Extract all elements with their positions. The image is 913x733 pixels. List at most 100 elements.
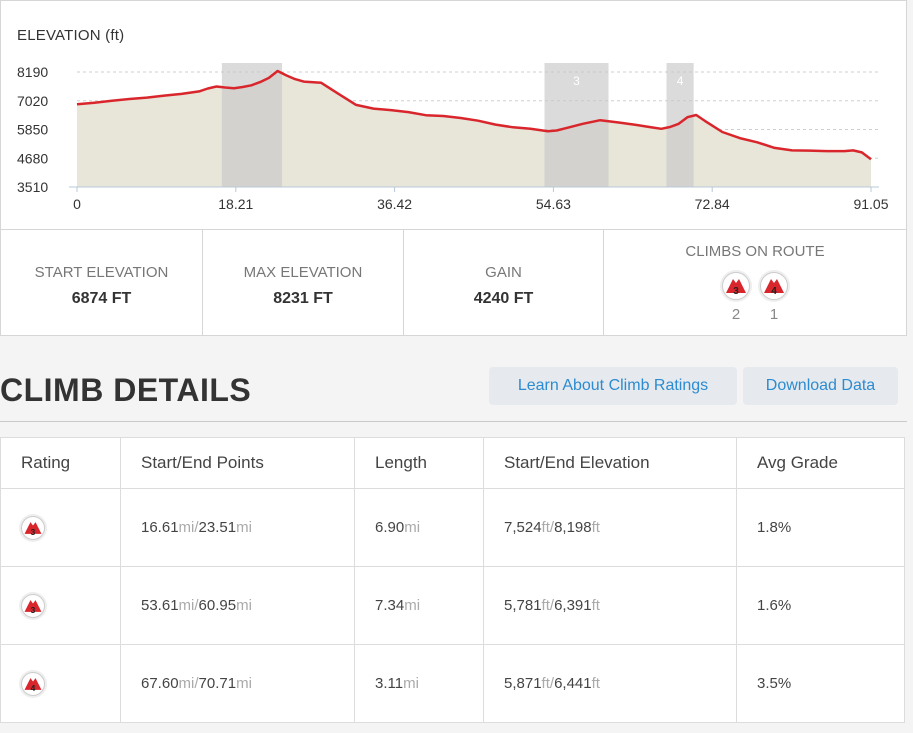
max-elevation-stat: MAX ELEVATION 8231 FT (203, 230, 404, 335)
end-point-unit: mi (236, 675, 252, 692)
mountain-icon: 3 (22, 517, 44, 538)
header-rating: Rating (0, 437, 121, 489)
climb-category-4[interactable]: 4 1 (760, 272, 788, 323)
start-elevation-unit: ft (541, 675, 550, 692)
length-unit: mi (403, 675, 419, 692)
climb-rating-icon: 3 (21, 593, 45, 618)
end-elevation: 6,441 (554, 675, 592, 692)
header-start-end-points: Start/End Points (120, 437, 355, 489)
separator: / (194, 597, 199, 614)
start-elevation-value: 6874 FT (71, 290, 132, 307)
climb-category-3[interactable]: 3 2 (722, 272, 750, 323)
table-row[interactable]: 3 53.61mi/60.95mi 7.34mi 5,781ft/6,391ft… (0, 566, 905, 645)
length-unit: mi (404, 597, 421, 614)
mountain-icon: 4 (762, 274, 786, 298)
climb-cat-3-count: 2 (731, 306, 741, 323)
start-end-points-cell: 67.60mi/70.71mi (120, 644, 355, 723)
climb-highlight-region (221, 63, 283, 187)
max-elevation-value: 8231 FT (273, 290, 333, 307)
x-tick-label: 18.21 (218, 196, 253, 212)
svg-text:3: 3 (733, 286, 739, 297)
learn-climb-ratings-button[interactable]: Learn About Climb Ratings (489, 367, 737, 405)
y-tick-label: 5850 (17, 122, 48, 138)
start-elevation-unit: ft (541, 597, 550, 614)
end-point-unit: mi (236, 597, 252, 614)
max-elevation-label: MAX ELEVATION (243, 264, 363, 281)
table-header-row: Rating Start/End Points Length Start/End… (0, 437, 905, 489)
start-elevation-label: START ELEVATION (34, 264, 169, 281)
start-elevation: 5,781 (504, 597, 542, 614)
svg-text:3: 3 (31, 526, 36, 536)
mountain-icon: 3 (22, 595, 44, 616)
climb-region-label: 4 (677, 74, 684, 88)
start-end-elevation-cell: 5,781ft/6,391ft (483, 566, 737, 645)
climb-cat-3-icon: 3 (722, 272, 750, 300)
mountain-icon: 4 (22, 673, 44, 694)
y-tick-label: 4680 (17, 150, 48, 166)
gain-stat: GAIN 4240 FT (404, 230, 604, 335)
y-tick-label: 3510 (17, 179, 48, 195)
start-point: 67.60 (141, 675, 179, 692)
end-elevation: 8,198 (554, 519, 592, 536)
start-end-elevation-cell: 7,524ft/8,198ft (483, 488, 737, 567)
table-row[interactable]: 4 67.60mi/70.71mi 3.11mi 5,871ft/6,441ft… (0, 644, 905, 723)
header-start-end-elevation: Start/End Elevation (483, 437, 737, 489)
length-unit: mi (404, 519, 421, 536)
end-point: 23.51 (198, 519, 237, 536)
climbs-on-route-stat: CLIMBS ON ROUTE 3 2 4 1 (604, 230, 906, 335)
elevation-separator: / (549, 519, 555, 536)
start-elevation: 7,524 (504, 519, 542, 536)
end-point: 70.71 (198, 675, 237, 692)
start-end-points-cell: 16.61mi/23.51mi (120, 488, 355, 567)
climb-cat-4-icon: 4 (760, 272, 788, 300)
elevation-chart[interactable]: 3510 4680 5850 7020 8190 3 4 0 18.21 36.42 54.63 72… (1, 1, 906, 229)
table-row[interactable]: 3 16.61mi/23.51mi 6.90mi 7,524ft/8,198ft… (0, 488, 905, 567)
avg-grade-cell: 3.5% (736, 644, 905, 723)
section-divider (0, 421, 907, 422)
x-tick-label: 72.84 (695, 196, 730, 212)
start-elevation-unit: ft (541, 519, 550, 536)
svg-text:4: 4 (771, 286, 777, 297)
gain-label: GAIN (485, 264, 522, 281)
length-value: 6.90 (375, 519, 405, 536)
elevation-line (76, 69, 872, 161)
route-stats: START ELEVATION 6874 FT MAX ELEVATION 82… (0, 229, 907, 336)
start-elevation: 5,871 (504, 675, 542, 692)
end-elevation-unit: ft (591, 519, 600, 536)
mountain-icon: 3 (724, 274, 748, 298)
climb-details-heading: CLIMB DETAILS (0, 372, 252, 408)
svg-text:3: 3 (31, 604, 36, 614)
rating-cell: 4 (0, 644, 121, 723)
elevation-chart-panel: ELEVATION (ft) 3510 4680 5850 7020 8190 3 4 0 18… (0, 0, 907, 230)
start-elevation-stat: START ELEVATION 6874 FT (1, 230, 203, 335)
start-end-points-cell: 53.61mi/60.95mi (120, 566, 355, 645)
climb-rating-icon: 4 (21, 671, 45, 696)
length-cell: 6.90mi (354, 488, 484, 567)
svg-text:4: 4 (31, 682, 36, 692)
length-value: 7.34 (375, 597, 405, 614)
climb-highlight-region (666, 63, 694, 187)
start-point-unit: mi (178, 597, 195, 614)
rating-cell: 3 (0, 488, 121, 567)
start-end-elevation-cell: 5,871ft/6,441ft (483, 644, 737, 723)
end-point-unit: mi (236, 519, 252, 536)
avg-grade-cell: 1.6% (736, 566, 905, 645)
separator: / (194, 519, 199, 536)
x-tick-label: 54.63 (536, 196, 571, 212)
avg-grade-value: 3.5% (757, 675, 792, 692)
separator: / (194, 675, 199, 692)
start-point-unit: mi (178, 675, 195, 692)
rating-cell: 3 (0, 566, 121, 645)
end-elevation-unit: ft (591, 597, 600, 614)
climbs-on-route-label: CLIMBS ON ROUTE (685, 243, 825, 260)
y-tick-label: 7020 (17, 93, 48, 109)
climb-region-label: 3 (573, 74, 580, 88)
end-elevation: 6,391 (554, 597, 592, 614)
elevation-separator: / (549, 675, 555, 692)
climb-cat-4-count: 1 (769, 306, 779, 323)
start-point: 16.61 (141, 519, 179, 536)
x-tick-label: 0 (73, 196, 81, 212)
download-data-button[interactable]: Download Data (743, 367, 898, 405)
end-elevation-unit: ft (591, 675, 600, 692)
climb-rating-icon: 3 (21, 515, 45, 540)
